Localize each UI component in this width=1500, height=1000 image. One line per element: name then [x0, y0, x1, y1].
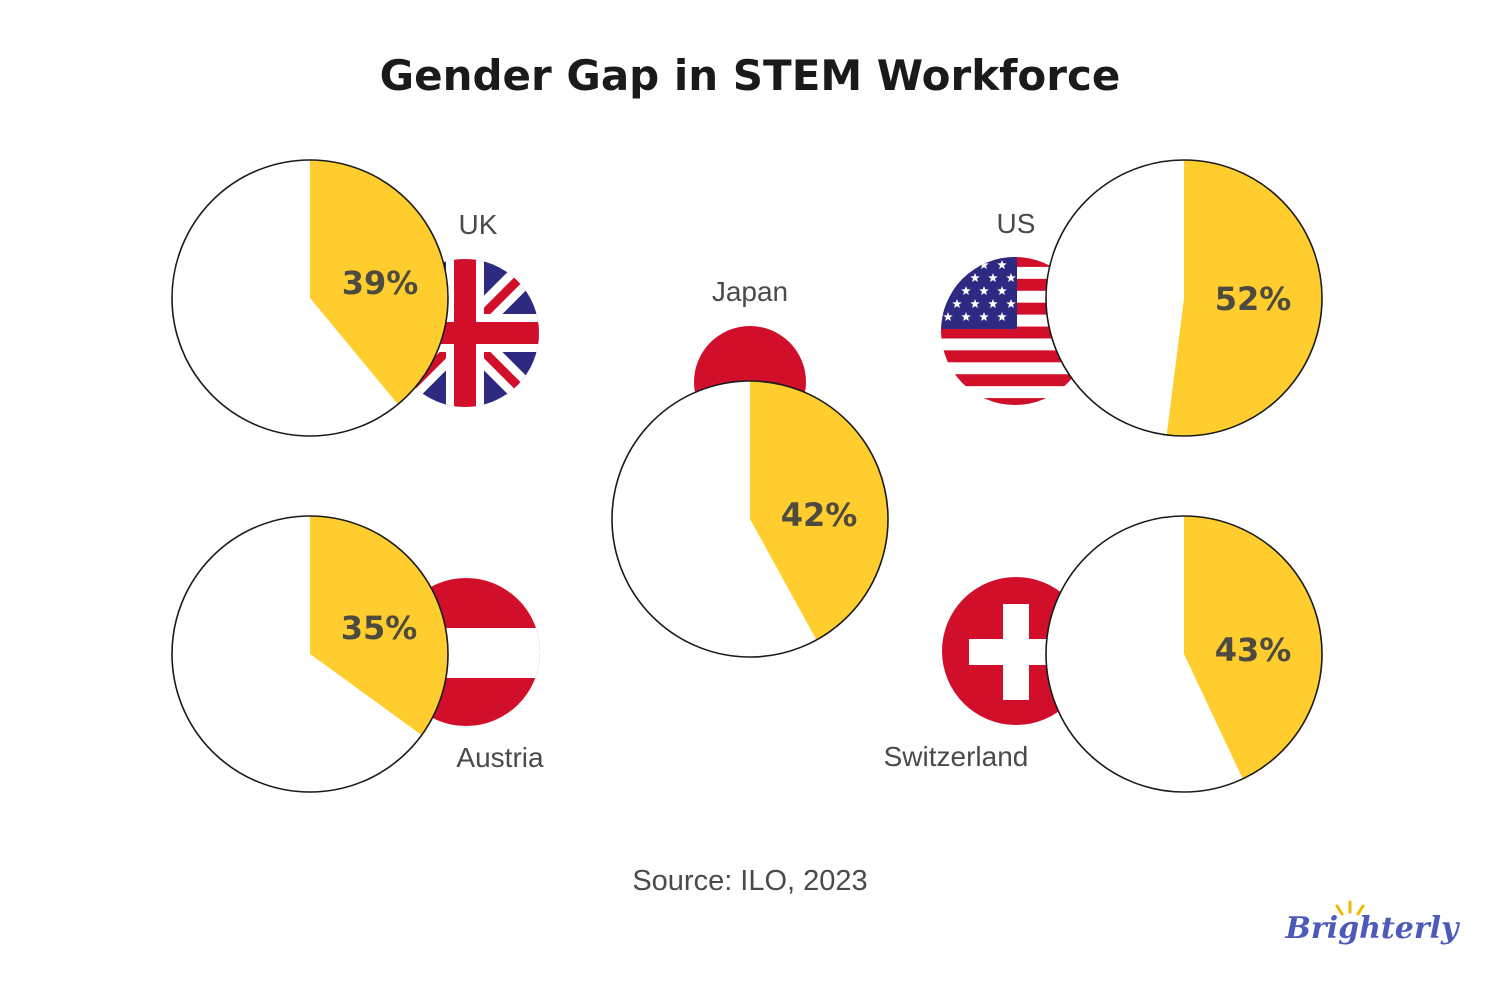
pie-slice-switzerland [1184, 516, 1323, 779]
pie-switzerland [1045, 515, 1323, 793]
pie-slice-us [1166, 160, 1323, 436]
pct-label-us: 52% [1215, 280, 1292, 318]
pies-layer [171, 159, 1323, 793]
pie-us [1045, 159, 1323, 437]
pie-slice-austria [310, 516, 448, 736]
country-label-us: US [997, 208, 1036, 239]
pie-japan [611, 380, 889, 658]
pie-outline-japan [611, 380, 889, 658]
brand-logo-text: Brighterly [1285, 911, 1461, 946]
pie-outline-switzerland [1045, 515, 1323, 793]
pct-label-japan: 42% [781, 496, 858, 534]
country-label-japan: Japan [712, 276, 788, 307]
source-note: Source: ILO, 2023 [632, 865, 867, 897]
country-label-uk: UK [459, 209, 498, 240]
chart-title: Gender Gap in STEM Workforce [380, 51, 1121, 100]
pct-label-uk: 39% [342, 264, 419, 302]
pie-austria [171, 515, 449, 793]
country-label-switzerland: Switzerland [884, 741, 1029, 772]
pie-outline-austria [171, 515, 449, 793]
pie-slice-uk [310, 160, 448, 405]
sun-rays-icon [1335, 900, 1365, 916]
pie-slice-japan [750, 381, 888, 640]
pct-label-austria: 35% [341, 609, 418, 647]
pct-label-switzerland: 43% [1215, 631, 1292, 669]
pie-outline-us [1045, 159, 1323, 437]
country-label-austria: Austria [456, 742, 544, 773]
pie-uk [171, 159, 449, 437]
brighterly-logo: Brighterly [1285, 900, 1461, 946]
pie-outline-uk [171, 159, 449, 437]
